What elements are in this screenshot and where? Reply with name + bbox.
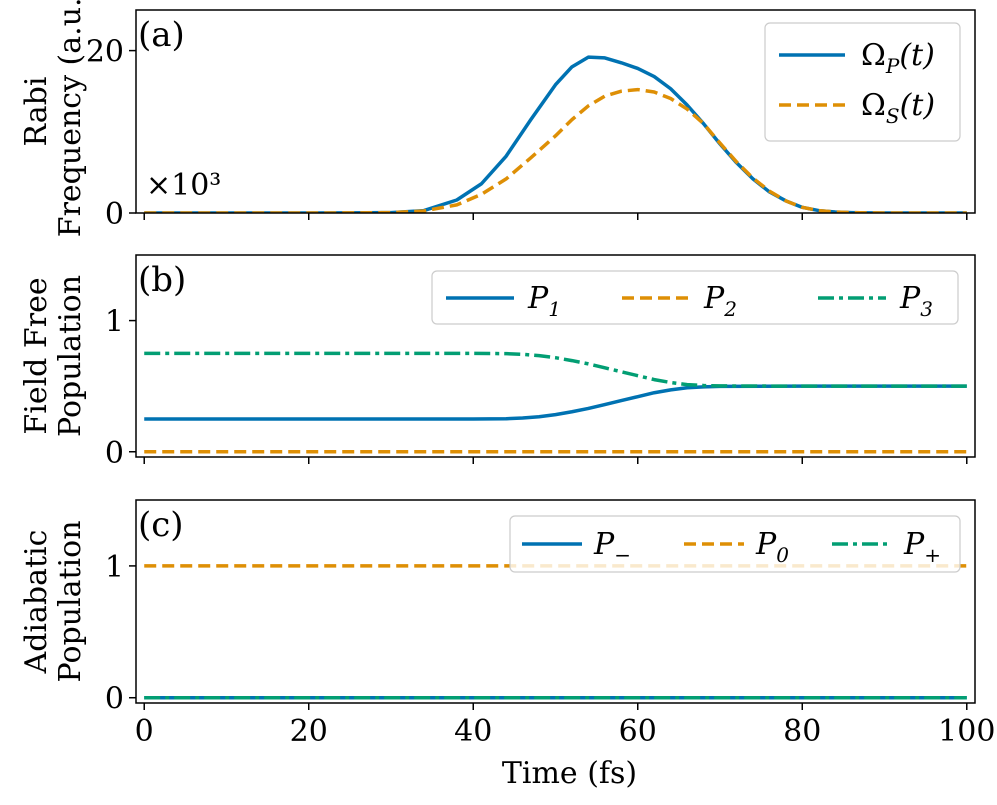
y-tick-label: 1 — [105, 305, 124, 340]
panel-b: 0 1 Field FreePopulation (b) P1 P2 P3 — [19, 254, 976, 471]
series-group — [144, 564, 967, 700]
x-axis-label: Time (fs) — [502, 756, 637, 791]
panel-label: (b) — [138, 260, 186, 300]
legend-label: ΩS(t) — [861, 88, 935, 128]
y-axis-label: RabiFrequency (a.u.) — [19, 0, 88, 237]
x-tick-label: 60 — [619, 714, 657, 749]
legend-label: P0 — [755, 527, 789, 567]
legend: P− P0 P+ — [509, 515, 961, 573]
y-axis-label: AdiabaticPopulation — [19, 520, 88, 682]
y-tick-label: 1 — [105, 550, 124, 585]
series-group — [144, 55, 967, 213]
panel-label: (a) — [138, 15, 185, 55]
series-line-p1-0 — [144, 384, 967, 421]
plot-frame — [135, 499, 976, 704]
x-tick-label: 0 — [135, 714, 154, 749]
y-tick-label: 0 — [105, 436, 124, 471]
y-axis-label: Field FreePopulation — [19, 275, 88, 437]
axis-multiplier: ×10³ — [146, 168, 221, 203]
panel-label: (c) — [138, 505, 184, 545]
legend-box — [431, 270, 959, 325]
x-tick-label: 40 — [454, 714, 492, 749]
legend-label: ΩP(t) — [861, 38, 935, 78]
series-line-p3-2 — [144, 351, 967, 388]
legend-label: P+ — [903, 527, 941, 567]
y-tick-label: 0 — [105, 197, 124, 232]
legend-label: P3 — [899, 281, 933, 321]
series-group — [144, 351, 967, 454]
x-tick-label: 80 — [783, 714, 821, 749]
plot-frame — [135, 254, 976, 458]
legend: P1 P2 P3 — [431, 270, 959, 325]
panel-c: 0 20 40 60 80 100 0 1 AdiabaticPopulation (c) Time… — [19, 499, 995, 791]
y-tick-label: 0 — [105, 682, 124, 717]
series-line-st-1 — [144, 87, 967, 213]
x-tick-label: 20 — [290, 714, 328, 749]
legend-label: P1 — [527, 281, 561, 321]
legend-label: P− — [593, 527, 631, 567]
legend-box — [509, 515, 961, 573]
legend-label: P2 — [703, 281, 737, 321]
legend: ΩP(t) ΩS(t) — [764, 22, 961, 142]
x-tick-label: 100 — [938, 714, 995, 749]
y-tick-label: 20 — [86, 35, 124, 70]
plot-frame — [135, 9, 976, 214]
legend-box — [764, 22, 961, 142]
